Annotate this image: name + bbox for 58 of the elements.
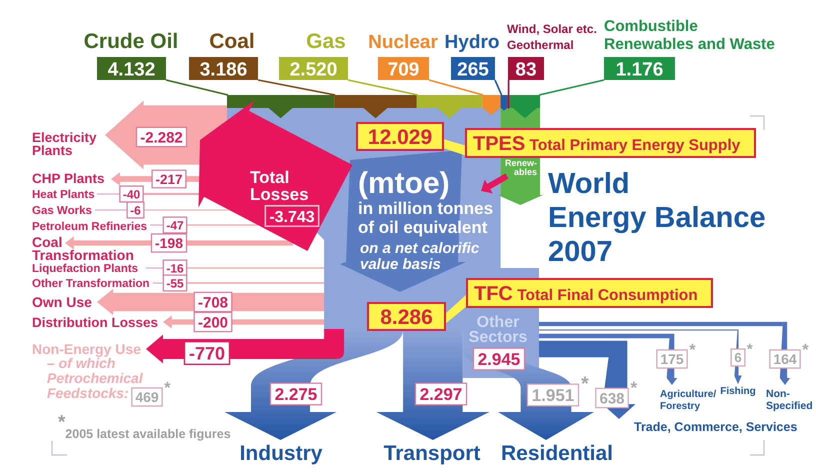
data-label: 4.132 [108, 59, 156, 80]
category-label: Crude Oil [84, 30, 178, 53]
category-label: Wind, Solar etc. Geothermal [507, 22, 597, 52]
text: in million tonnes of oil equivalent [358, 199, 494, 237]
data-label: -40 [122, 187, 140, 202]
category-label: CHP Plants [32, 171, 105, 186]
data-label: 8.286 [380, 306, 433, 330]
category-label: TPES Total Primary Energy Supply [473, 133, 741, 155]
text: Renew-ables [504, 158, 537, 177]
data-label: -198 [154, 235, 184, 252]
category-label: Non-Specified [766, 388, 813, 412]
category-label: Agriculture/Forestry [660, 389, 716, 412]
category-label: Non-Energy Use [32, 341, 142, 357]
text: (mtoe) [358, 167, 450, 200]
data-label: -55 [166, 276, 184, 290]
data-label: 709 [388, 59, 420, 80]
data-label: 12.029 [368, 126, 432, 150]
data-label: 2.520 [290, 59, 338, 80]
data-label: 265 [457, 59, 490, 80]
category-label: Nuclear [368, 32, 438, 53]
text: on a net calorific value basis [360, 240, 480, 273]
data-label: 3.186 [200, 59, 248, 80]
category-label: Coal Transformation [32, 234, 134, 263]
category-label: Distribution Losses [32, 315, 158, 330]
data-label: -3.743 [269, 208, 315, 226]
category-label: Gas [306, 30, 346, 53]
category-label: Combustible Renewables and Waste [604, 18, 776, 53]
data-label: 2.275 [274, 385, 318, 404]
data-label: -770 [188, 343, 226, 364]
category-label: Trade, Commerce, Services [634, 420, 798, 434]
category-label: Own Use [32, 294, 92, 310]
category-label: Electricity Plants [32, 130, 98, 158]
data-label: 1.176 [616, 59, 664, 80]
category-label: TFC Total Final Consumption [474, 283, 698, 305]
category-label: Total Losses [250, 168, 309, 204]
category-label: Hydro [444, 32, 500, 53]
category-label: Liquefaction Plants [32, 263, 138, 275]
data-label: -16 [166, 261, 184, 276]
category-label: Fishing [720, 386, 756, 397]
category-label: Residential [500, 442, 614, 465]
data-label: 2.945 [478, 350, 520, 370]
category-label: Heat Plants [32, 189, 95, 201]
category-label: Gas Works [32, 205, 92, 217]
data-label: -708 [198, 294, 228, 312]
data-label: -217 [155, 172, 183, 187]
data-label: -6 [130, 203, 142, 218]
category-label: Other Transformation [32, 278, 150, 290]
data-label: 83 [515, 59, 537, 80]
category-label: Coal [209, 30, 255, 53]
data-label: -200 [198, 314, 228, 332]
category-label: Transport [384, 442, 480, 465]
data-label: -47 [166, 218, 184, 232]
category-label: Petroleum Refineries [32, 221, 148, 233]
text: World Energy Balance 2007 [548, 168, 766, 268]
data-label: -2.282 [140, 129, 183, 146]
category-label: Other Sectors [468, 314, 528, 346]
category-label: Industry [240, 442, 323, 465]
data-label: 2.297 [420, 385, 462, 404]
